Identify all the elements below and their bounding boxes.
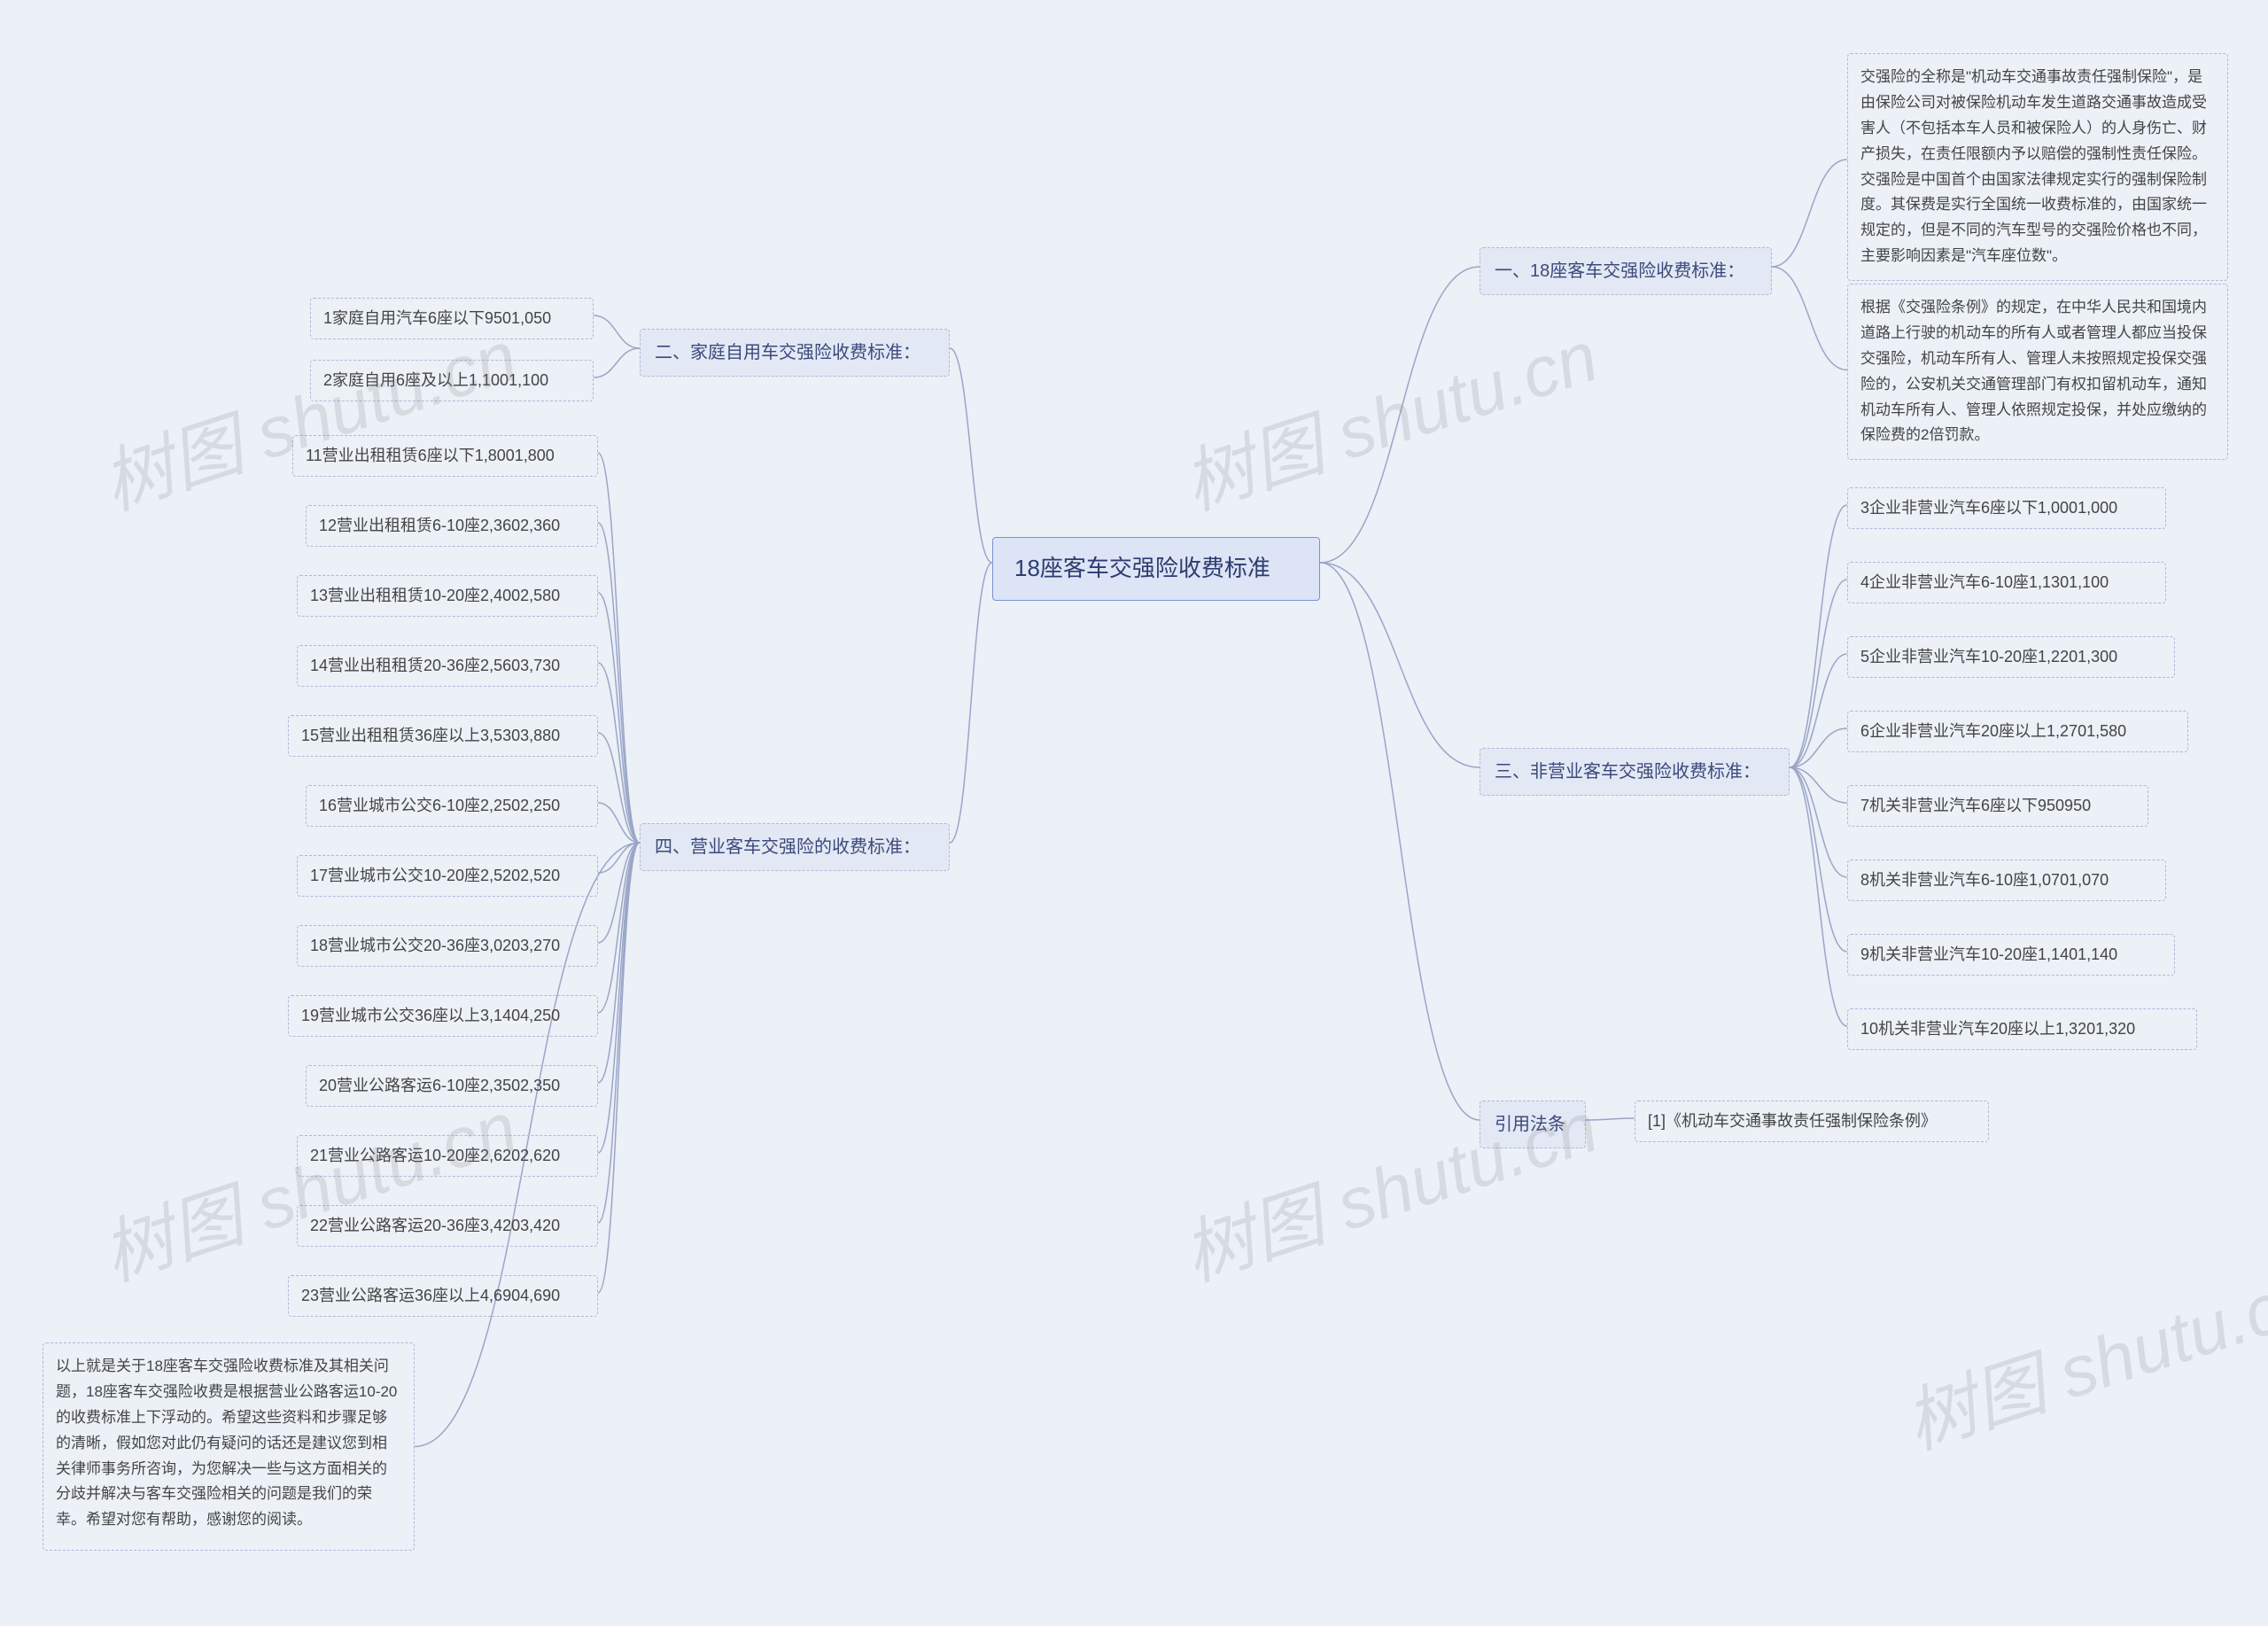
mindmap-leaf[interactable]: 16营业城市公交6-10座2,2502,250 — [306, 785, 598, 827]
mindmap-leaf[interactable]: 11营业出租租赁6座以下1,8001,800 — [292, 435, 598, 477]
mindmap-leaf[interactable]: 6企业非营业汽车20座以上1,2701,580 — [1847, 711, 2188, 752]
mindmap-leaf[interactable]: 8机关非营业汽车6-10座1,0701,070 — [1847, 860, 2166, 901]
mindmap-leaf[interactable]: 22营业公路客运20-36座3,4203,420 — [297, 1205, 598, 1247]
mindmap-leaf[interactable]: 13营业出租租赁10-20座2,4002,580 — [297, 575, 598, 617]
mindmap-branch[interactable]: 一、18座客车交强险收费标准： — [1480, 247, 1772, 295]
mindmap-root[interactable]: 18座客车交强险收费标准 — [992, 537, 1320, 601]
mindmap-leaf[interactable]: 2家庭自用6座及以上1,1001,100 — [310, 360, 594, 401]
mindmap-leaf[interactable]: 17营业城市公交10-20座2,5202,520 — [297, 855, 598, 897]
mindmap-leaf[interactable]: 20营业公路客运6-10座2,3502,350 — [306, 1065, 598, 1107]
mindmap-branch[interactable]: 四、营业客车交强险的收费标准： — [640, 823, 950, 871]
mindmap-leaf[interactable]: 15营业出租租赁36座以上3,5303,880 — [288, 715, 598, 757]
mindmap-leaf[interactable]: 10机关非营业汽车20座以上1,3201,320 — [1847, 1008, 2197, 1050]
mindmap-leaf[interactable]: 12营业出租租赁6-10座2,3602,360 — [306, 505, 598, 547]
mindmap-leaf[interactable]: 14营业出租租赁20-36座2,5603,730 — [297, 645, 598, 687]
mindmap-paragraph[interactable]: 交强险的全称是"机动车交通事故责任强制保险"，是由保险公司对被保险机动车发生道路… — [1847, 53, 2228, 281]
mindmap-leaf[interactable]: 4企业非营业汽车6-10座1,1301,100 — [1847, 562, 2166, 603]
mindmap-leaf[interactable]: 3企业非营业汽车6座以下1,0001,000 — [1847, 487, 2166, 529]
mindmap-leaf[interactable]: 5企业非营业汽车10-20座1,2201,300 — [1847, 636, 2175, 678]
mindmap-leaf[interactable]: 23营业公路客运36座以上4,6904,690 — [288, 1275, 598, 1317]
mindmap-branch[interactable]: 三、非营业客车交强险收费标准： — [1480, 748, 1790, 796]
mindmap-leaf[interactable]: 18营业城市公交20-36座3,0203,270 — [297, 925, 598, 967]
mindmap-leaf[interactable]: 21营业公路客运10-20座2,6202,620 — [297, 1135, 598, 1177]
mindmap-paragraph[interactable]: 根据《交强险条例》的规定，在中华人民共和国境内道路上行驶的机动车的所有人或者管理… — [1847, 284, 2228, 460]
mindmap-leaf[interactable]: 9机关非营业汽车10-20座1,1401,140 — [1847, 934, 2175, 976]
watermark: 树图 shutu.cn — [1891, 1239, 2268, 1469]
mindmap-leaf[interactable]: 7机关非营业汽车6座以下950950 — [1847, 785, 2148, 827]
mindmap-leaf[interactable]: [1]《机动车交通事故责任强制保险条例》 — [1635, 1101, 1989, 1142]
watermark: 树图 shutu.cn — [1169, 300, 1609, 530]
mindmap-leaf[interactable]: 1家庭自用汽车6座以下9501,050 — [310, 298, 594, 339]
mindmap-paragraph[interactable]: 以上就是关于18座客车交强险收费标准及其相关问题，18座客车交强险收费是根据营业… — [43, 1342, 415, 1551]
mindmap-leaf[interactable]: 19营业城市公交36座以上3,1404,250 — [288, 995, 598, 1037]
mindmap-branch[interactable]: 二、家庭自用车交强险收费标准： — [640, 329, 950, 377]
mindmap-branch[interactable]: 引用法条 — [1480, 1101, 1586, 1148]
